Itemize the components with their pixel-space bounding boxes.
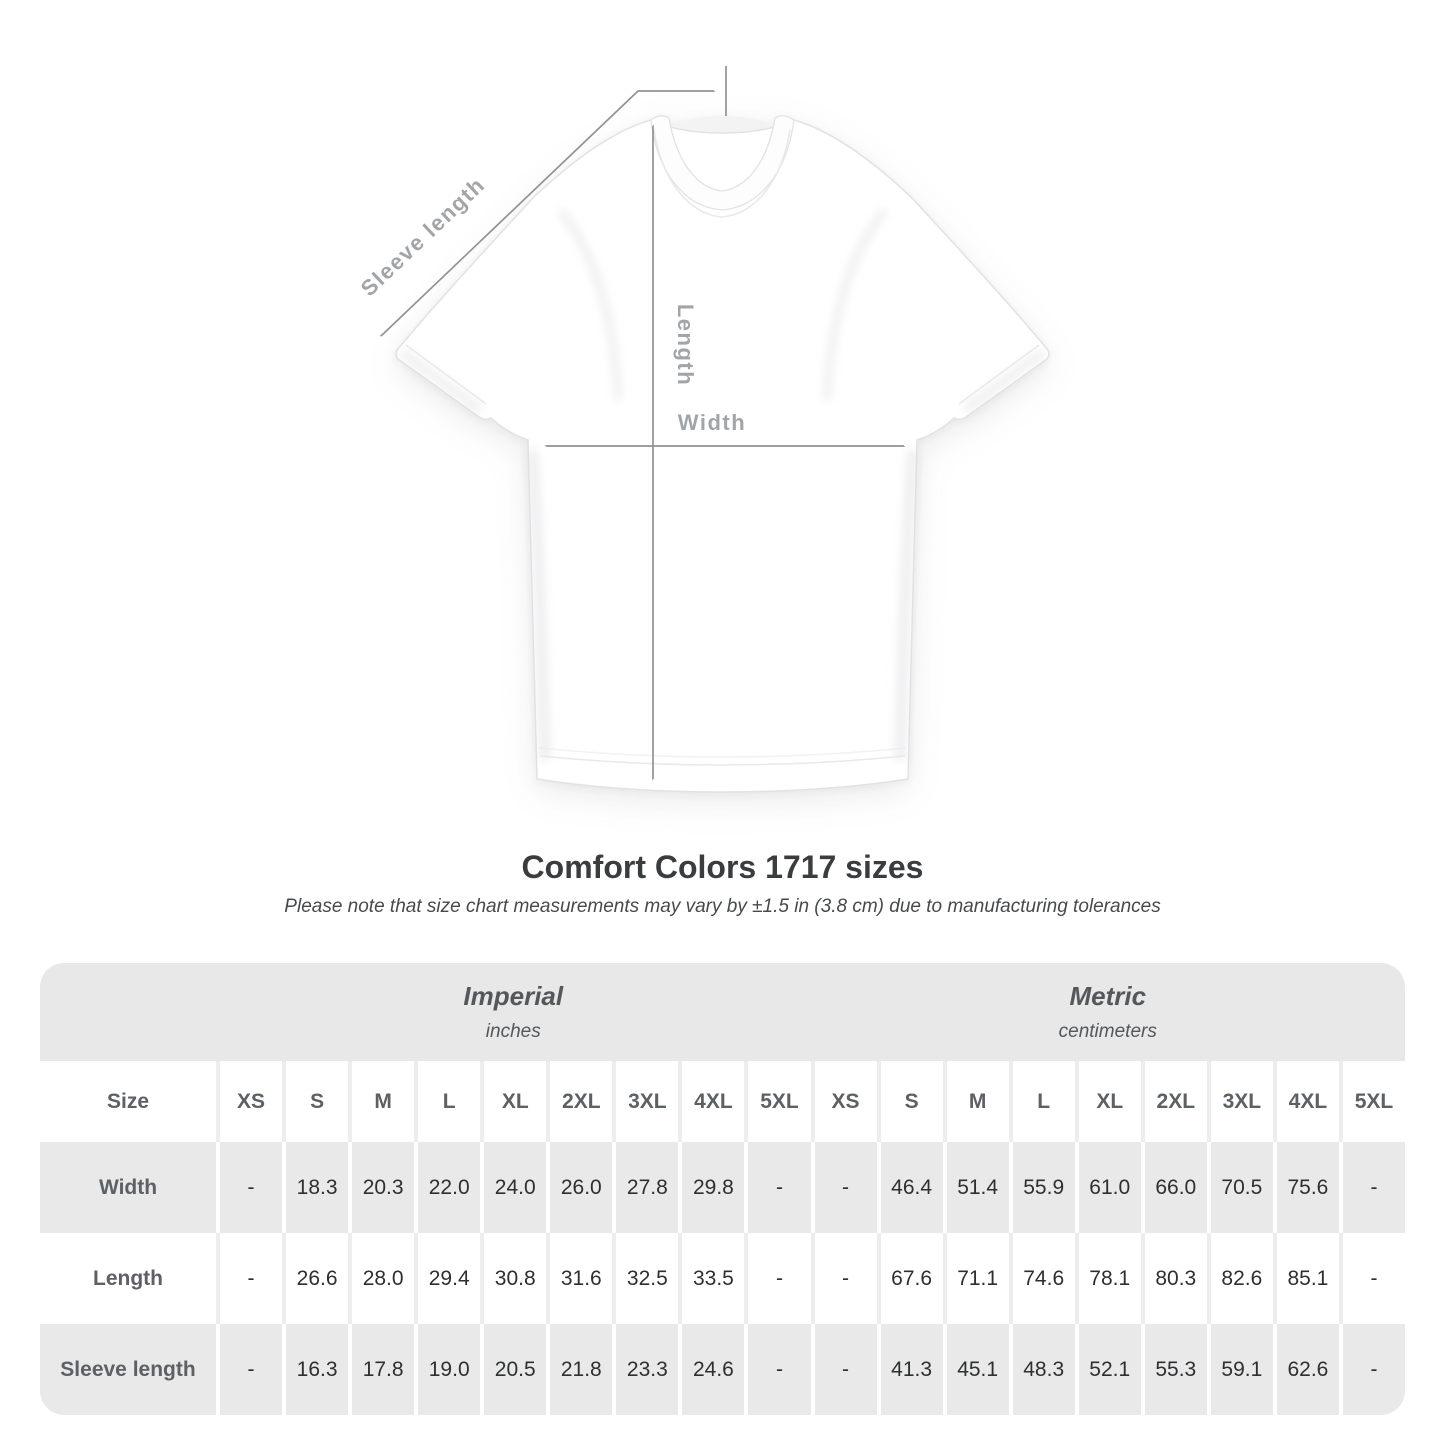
- size-header-cell: S: [282, 1061, 348, 1142]
- imperial-value-cell: 26.6: [282, 1233, 348, 1324]
- size-header-cell: XS: [810, 1061, 877, 1142]
- size-header-cell: XS: [216, 1061, 282, 1142]
- metric-value-cell: -: [1338, 1233, 1405, 1324]
- metric-value-cell: -: [810, 1324, 877, 1415]
- metric-value-cell: 80.3: [1140, 1233, 1207, 1324]
- metric-value-cell: 41.3: [876, 1324, 943, 1415]
- length-label: Length: [673, 304, 698, 386]
- metric-group-name: Metric: [1069, 981, 1147, 1011]
- size-header-cell: S: [876, 1061, 943, 1142]
- metric-value-cell: 51.4: [942, 1142, 1009, 1233]
- imperial-value-cell: 29.8: [678, 1142, 744, 1233]
- tshirt-graphic: Width Length Sleeve length: [356, 66, 1050, 793]
- imperial-value-cell: -: [744, 1324, 810, 1415]
- tshirt-illustration: [395, 115, 1050, 793]
- size-header-cell: 2XL: [546, 1061, 612, 1142]
- metric-value-cell: 78.1: [1074, 1233, 1141, 1324]
- metric-value-cell: 66.0: [1140, 1142, 1207, 1233]
- imperial-value-cell: 19.0: [414, 1324, 480, 1415]
- imperial-value-cell: 22.0: [414, 1142, 480, 1233]
- metric-value-cell: -: [1338, 1142, 1405, 1233]
- metric-group-header: Metric centimeters: [811, 963, 1406, 1061]
- metric-value-cell: 45.1: [942, 1324, 1009, 1415]
- size-header-cell: 5XL: [1338, 1061, 1405, 1142]
- row-label: Sleeve length: [60, 1357, 196, 1381]
- metric-value-cell: 59.1: [1206, 1324, 1273, 1415]
- imperial-value-cell: -: [744, 1142, 810, 1233]
- metric-value-cell: 71.1: [942, 1233, 1009, 1324]
- imperial-value-cell: -: [216, 1233, 282, 1324]
- sleeve-length-arrow: [381, 90, 639, 336]
- imperial-value-cell: 29.4: [414, 1233, 480, 1324]
- imperial-group-header: Imperial inches: [216, 963, 811, 1061]
- page-title: Comfort Colors 1717 sizes: [521, 849, 924, 885]
- imperial-value-cell: 33.5: [678, 1233, 744, 1324]
- size-header-cell: XL: [480, 1061, 546, 1142]
- imperial-value-cell: 32.5: [612, 1233, 678, 1324]
- size-header-cell: 5XL: [744, 1061, 810, 1142]
- size-table-grid: Size XS S M L XL 2XL 3XL 4XL 5XL XS S M L XL 2XL 3XL 4XL 5…: [40, 1061, 1405, 1415]
- size-header-cell: M: [348, 1061, 414, 1142]
- imperial-group-unit: inches: [485, 1021, 541, 1042]
- imperial-value-cell: -: [744, 1233, 810, 1324]
- imperial-value-cell: 27.8: [612, 1142, 678, 1233]
- metric-value-cell: 75.6: [1272, 1142, 1339, 1233]
- imperial-value-cell: 17.8: [348, 1324, 414, 1415]
- size-table: Imperial inches Metric centimeters Size X…: [40, 963, 1405, 1415]
- size-header-cell: 2XL: [1140, 1061, 1207, 1142]
- imperial-value-cell: 20.3: [348, 1142, 414, 1233]
- metric-value-cell: 61.0: [1074, 1142, 1141, 1233]
- imperial-value-cell: 20.5: [480, 1324, 546, 1415]
- imperial-value-cell: 16.3: [282, 1324, 348, 1415]
- imperial-value-cell: 30.8: [480, 1233, 546, 1324]
- imperial-value-cell: 18.3: [282, 1142, 348, 1233]
- row-label: Width: [98, 1175, 158, 1199]
- size-header-cell: 3XL: [612, 1061, 678, 1142]
- metric-value-cell: 82.6: [1206, 1233, 1273, 1324]
- imperial-value-cell: 24.6: [678, 1324, 744, 1415]
- imperial-value-cell: 24.0: [480, 1142, 546, 1233]
- imperial-value-cell: 31.6: [546, 1233, 612, 1324]
- metric-value-cell: 55.3: [1140, 1324, 1207, 1415]
- metric-value-cell: -: [1338, 1324, 1405, 1415]
- imperial-value-cell: 26.0: [546, 1142, 612, 1233]
- metric-value-cell: -: [810, 1233, 877, 1324]
- tshirt-measurement-figure: Width Length Sleeve length: [356, 66, 1050, 793]
- row-label: Length: [93, 1266, 163, 1290]
- size-header-cell: L: [1008, 1061, 1075, 1142]
- metric-value-cell: 52.1: [1074, 1324, 1141, 1415]
- size-column-header: Size: [106, 1089, 150, 1113]
- metric-value-cell: 62.6: [1272, 1324, 1339, 1415]
- table-row: Length -26.6 28.0 29.4 30.8 31.6 32.5 33.5- -67.…: [40, 1233, 1405, 1324]
- metric-value-cell: 85.1: [1272, 1233, 1339, 1324]
- imperial-value-cell: 21.8: [546, 1324, 612, 1415]
- imperial-value-cell: 28.0: [348, 1233, 414, 1324]
- metric-value-cell: 67.6: [876, 1233, 943, 1324]
- imperial-value-cell: 23.3: [612, 1324, 678, 1415]
- size-header-cell: 3XL: [1206, 1061, 1273, 1142]
- size-header-cell: 4XL: [1272, 1061, 1339, 1142]
- table-row: Sleeve length -16.3 17.8 19.0 20.5 21.8 23.3 24…: [40, 1324, 1405, 1415]
- size-header-cell: M: [942, 1061, 1009, 1142]
- metric-group-unit: centimeters: [1058, 1021, 1157, 1042]
- size-header-row: Size XS S M L XL 2XL 3XL 4XL 5XL XS S M L XL 2XL 3XL 4XL 5…: [40, 1061, 1405, 1142]
- metric-value-cell: 46.4: [876, 1142, 943, 1233]
- table-row: Width -18.3 20.3 22.0 24.0 26.0 27.8 29.8- -46.4…: [40, 1142, 1405, 1233]
- units-band-corner: [40, 963, 216, 1061]
- size-header-cell: XL: [1074, 1061, 1141, 1142]
- metric-value-cell: -: [810, 1142, 877, 1233]
- metric-value-cell: 70.5: [1206, 1142, 1273, 1233]
- size-header-cell: L: [414, 1061, 480, 1142]
- units-band-row: Imperial inches Metric centimeters: [40, 963, 1405, 1061]
- metric-value-cell: 74.6: [1008, 1233, 1075, 1324]
- imperial-group-name: Imperial: [463, 981, 564, 1011]
- metric-value-cell: 48.3: [1008, 1324, 1075, 1415]
- imperial-value-cell: -: [216, 1142, 282, 1233]
- tolerance-note: Please note that size chart measurements…: [284, 896, 1161, 917]
- metric-value-cell: 55.9: [1008, 1142, 1075, 1233]
- width-label: Width: [678, 410, 746, 435]
- size-header-cell: 4XL: [678, 1061, 744, 1142]
- imperial-value-cell: -: [216, 1324, 282, 1415]
